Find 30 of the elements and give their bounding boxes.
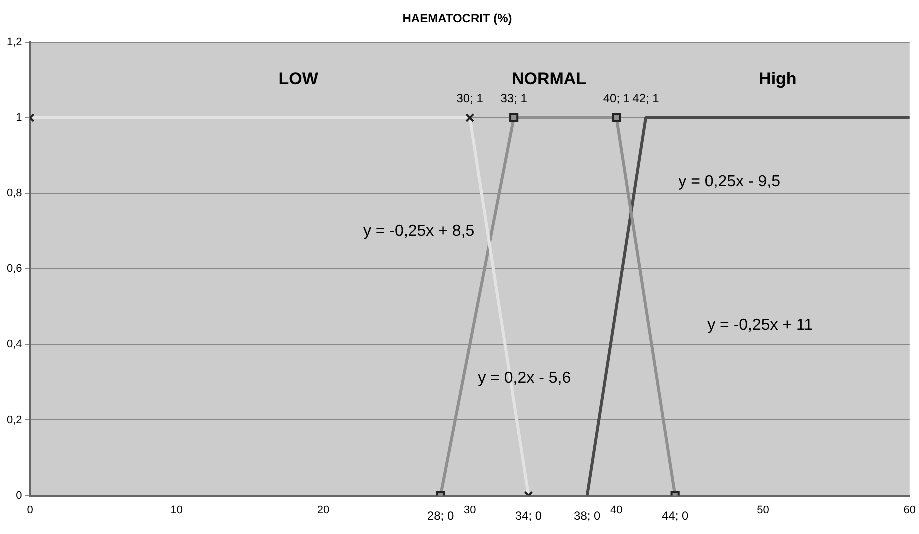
- y-tick-label: 0,2: [6, 414, 22, 426]
- annotation: LOW: [278, 70, 320, 89]
- data-label: 28; 0: [427, 509, 454, 524]
- x-tick-label: 10: [170, 504, 184, 516]
- x-tick-label: 30: [464, 504, 476, 516]
- x-tick-label: 50: [757, 504, 770, 516]
- y-tick-label: 0,4: [6, 338, 22, 351]
- x-tick-label: 0: [27, 504, 34, 516]
- data-label: 33; 1: [500, 91, 528, 106]
- data-label: 44; 0: [662, 509, 689, 524]
- data-label: 30; 1: [456, 91, 484, 106]
- annotation: y = 0,2x - 5,6: [478, 370, 572, 388]
- y-tick-label: 1: [16, 112, 22, 124]
- x-tick-label: 40: [610, 504, 623, 516]
- chart-title: HAEMATOCRIT (%): [402, 12, 512, 26]
- annotation: NORMAL: [512, 70, 587, 89]
- y-tick-label: 0,8: [6, 188, 22, 200]
- annotation: y = 0,25x - 9,5: [678, 173, 781, 190]
- y-tick-label: 0: [16, 490, 22, 502]
- x-tick-label: 20: [317, 504, 330, 516]
- y-tick-label: 0,6: [6, 263, 22, 276]
- x-tick-label: 60: [904, 504, 916, 516]
- data-label: 42; 1: [632, 91, 660, 106]
- annotation: y = -0,25x + 8,5: [363, 222, 475, 240]
- annotation: High: [759, 70, 797, 89]
- data-label: 38; 0: [574, 509, 602, 524]
- data-label: 34; 0: [515, 509, 542, 524]
- y-tick-label: 1,2: [6, 36, 22, 48]
- data-label: 40; 1: [603, 91, 630, 106]
- annotation: y = -0,25x + 11: [708, 317, 814, 334]
